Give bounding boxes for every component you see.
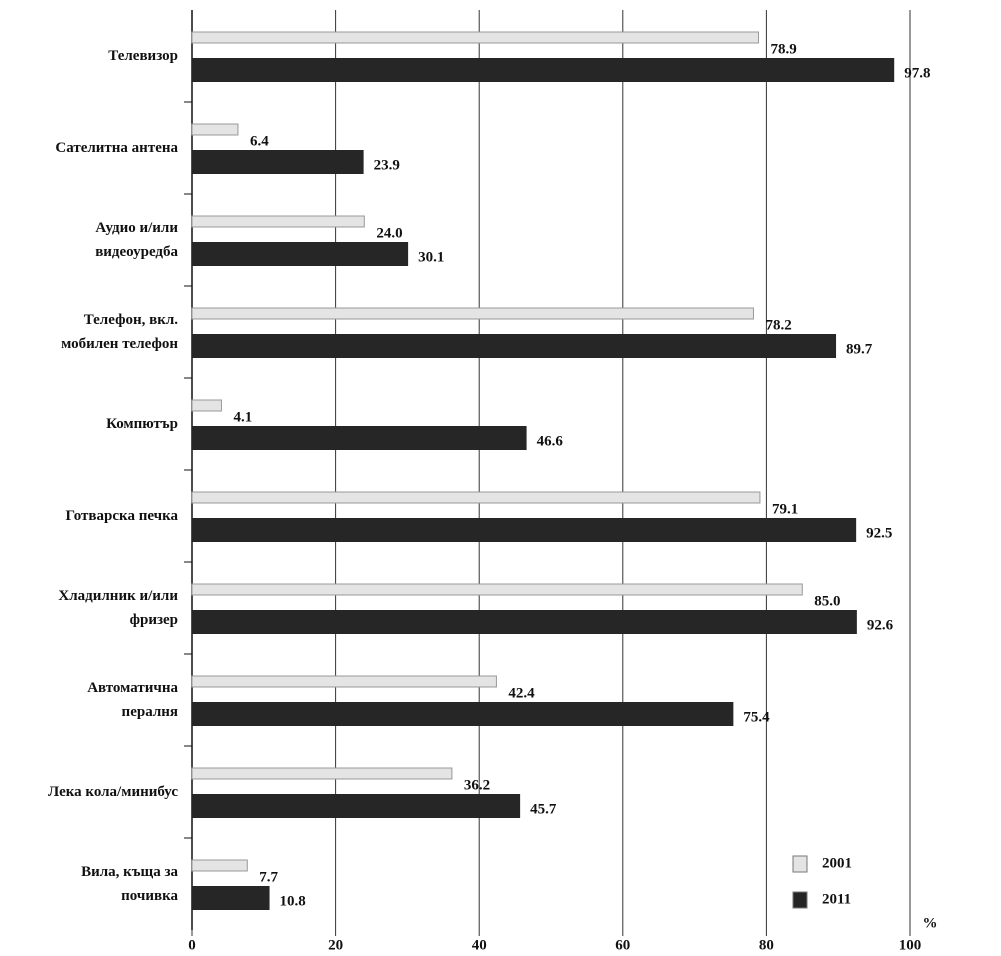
x-tick-label: 100 bbox=[899, 937, 922, 953]
value-label: 89.7 bbox=[846, 341, 873, 357]
bar bbox=[192, 886, 270, 910]
category-label: Компютър bbox=[106, 416, 178, 432]
value-label: 7.7 bbox=[259, 869, 278, 885]
x-tick-label: 40 bbox=[472, 937, 487, 953]
value-label: 36.2 bbox=[464, 777, 490, 793]
bar bbox=[192, 426, 527, 450]
value-label: 92.6 bbox=[867, 617, 894, 633]
x-unit: % bbox=[923, 915, 938, 931]
category-label: Автоматична пералня bbox=[87, 680, 178, 720]
value-label: 45.7 bbox=[530, 801, 557, 817]
category-label: Телефон, вкл. мобилен телефон bbox=[61, 312, 178, 352]
value-label: 30.1 bbox=[418, 249, 444, 265]
bar bbox=[191, 859, 248, 872]
bar bbox=[191, 307, 754, 320]
value-label: 75.4 bbox=[743, 709, 770, 725]
x-tick-label: 80 bbox=[759, 937, 774, 953]
category-label: Сателитна антена bbox=[55, 140, 178, 156]
bar bbox=[192, 334, 837, 358]
bar bbox=[191, 123, 239, 136]
category-label: Готварска печка bbox=[65, 508, 178, 524]
category-label: Аудио и/или видеоуредба bbox=[95, 220, 178, 260]
value-label: 10.8 bbox=[280, 893, 306, 909]
bar bbox=[192, 702, 734, 726]
value-label: 6.4 bbox=[250, 133, 269, 149]
value-label: 85.0 bbox=[814, 593, 840, 609]
value-label: 97.8 bbox=[904, 65, 930, 81]
category-label: Вила, къща за почивка bbox=[81, 864, 178, 904]
value-label: 78.9 bbox=[771, 41, 797, 57]
value-label: 92.5 bbox=[866, 525, 892, 541]
value-label: 4.1 bbox=[233, 409, 252, 425]
bar bbox=[192, 794, 521, 818]
bar bbox=[191, 399, 222, 412]
legend-swatch bbox=[792, 855, 808, 873]
value-label: 79.1 bbox=[772, 501, 798, 517]
bar bbox=[191, 215, 365, 228]
category-label: Лека кола/минибус bbox=[48, 784, 178, 800]
value-label: 42.4 bbox=[508, 685, 535, 701]
bar bbox=[192, 518, 857, 542]
bar bbox=[191, 491, 761, 504]
category-label: Телевизор bbox=[108, 48, 178, 64]
bar bbox=[191, 675, 497, 688]
bar bbox=[191, 31, 760, 44]
x-tick-label: 0 bbox=[188, 937, 196, 953]
bar bbox=[192, 242, 409, 266]
bar bbox=[192, 58, 895, 82]
bar bbox=[192, 150, 364, 174]
value-label: 23.9 bbox=[374, 157, 400, 173]
legend-swatch bbox=[792, 891, 808, 909]
legend-label: 2011 bbox=[822, 891, 851, 907]
category-label: Хладилник и/или фризер bbox=[58, 588, 178, 628]
legend-label: 2001 bbox=[822, 855, 852, 871]
x-tick-label: 20 bbox=[328, 937, 343, 953]
bar bbox=[192, 610, 857, 634]
value-label: 46.6 bbox=[537, 433, 564, 449]
value-label: 24.0 bbox=[376, 225, 402, 241]
x-tick-label: 60 bbox=[615, 937, 630, 953]
bar bbox=[191, 583, 803, 596]
value-label: 78.2 bbox=[765, 317, 791, 333]
bar bbox=[191, 767, 453, 780]
